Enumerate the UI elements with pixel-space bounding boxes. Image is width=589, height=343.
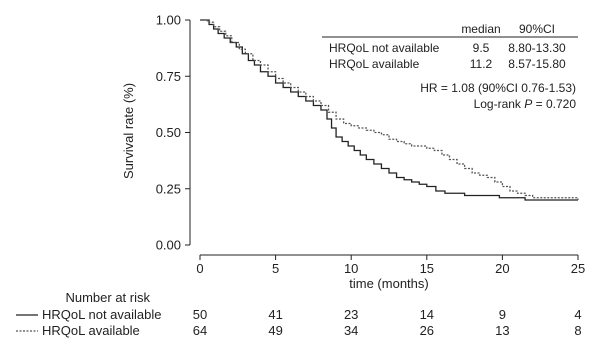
x-tick-label: 25 <box>571 261 585 276</box>
x-ticks: 0 5 10 15 20 25 <box>196 255 585 276</box>
stats-header-ci: 90%CI <box>519 22 555 36</box>
stats-header-median: median <box>461 22 500 36</box>
logrank-value: = 0.720 <box>532 97 576 111</box>
logrank-text: Log-rank P = 0.720 <box>474 97 577 111</box>
risk-value: 41 <box>268 307 282 322</box>
risk-value: 8 <box>574 323 581 338</box>
stats-row-label: HRQoL not available <box>329 41 440 55</box>
x-axis-label: time (months) <box>349 276 428 291</box>
x-tick-label: 0 <box>196 261 203 276</box>
risk-row-label: HRQoL available <box>42 323 140 338</box>
y-tick-label: 0.25 <box>156 181 181 196</box>
y-tick-label: 0.00 <box>156 238 181 253</box>
stats-table: median 90%CI HRQoL not available 9.5 8.8… <box>322 22 578 111</box>
logrank-prefix: Log-rank <box>474 97 525 111</box>
risk-table-title: Number at risk <box>65 290 150 305</box>
hrqol-available-curve <box>200 19 579 200</box>
risk-value: 4 <box>574 307 581 322</box>
risk-row-label: HRQoL not available <box>42 307 161 322</box>
y-tick-label: 1.00 <box>156 13 181 28</box>
risk-value: 23 <box>344 307 358 322</box>
y-ticks: 0.00 0.25 0.50 0.75 1.00 <box>156 13 190 253</box>
risk-value: 34 <box>344 323 358 338</box>
risk-value: 26 <box>420 323 434 338</box>
x-tick-label: 10 <box>344 261 358 276</box>
x-tick-label: 15 <box>420 261 434 276</box>
risk-value: 50 <box>193 307 207 322</box>
risk-value: 64 <box>193 323 207 338</box>
logrank-p-symbol: P <box>524 97 532 111</box>
y-tick-label: 0.75 <box>156 69 181 84</box>
y-tick-label: 0.50 <box>156 125 181 140</box>
stats-row-ci: 8.80-13.30 <box>508 41 566 55</box>
hrqol-not-available-curve <box>200 19 578 201</box>
stats-row-median: 11.2 <box>470 57 493 71</box>
y-axis-label: Survival rate (%) <box>121 83 136 179</box>
hazard-ratio-text: HR = 1.08 (90%CI 0.76-1.53) <box>420 81 576 95</box>
risk-values: 50 41 23 14 9 4 64 49 34 26 13 8 <box>193 307 582 338</box>
survival-curves <box>200 19 579 201</box>
stats-row-ci: 8.57-15.80 <box>508 57 566 71</box>
x-tick-label: 5 <box>272 261 279 276</box>
stats-row-median: 9.5 <box>473 41 490 55</box>
risk-value: 49 <box>268 323 282 338</box>
risk-value: 14 <box>420 307 434 322</box>
stats-row-label: HRQoL available <box>329 57 420 71</box>
number-at-risk-table: Number at risk HRQoL not available HRQoL… <box>16 290 582 338</box>
risk-value: 13 <box>495 323 509 338</box>
x-tick-label: 20 <box>495 261 509 276</box>
risk-value: 9 <box>499 307 506 322</box>
